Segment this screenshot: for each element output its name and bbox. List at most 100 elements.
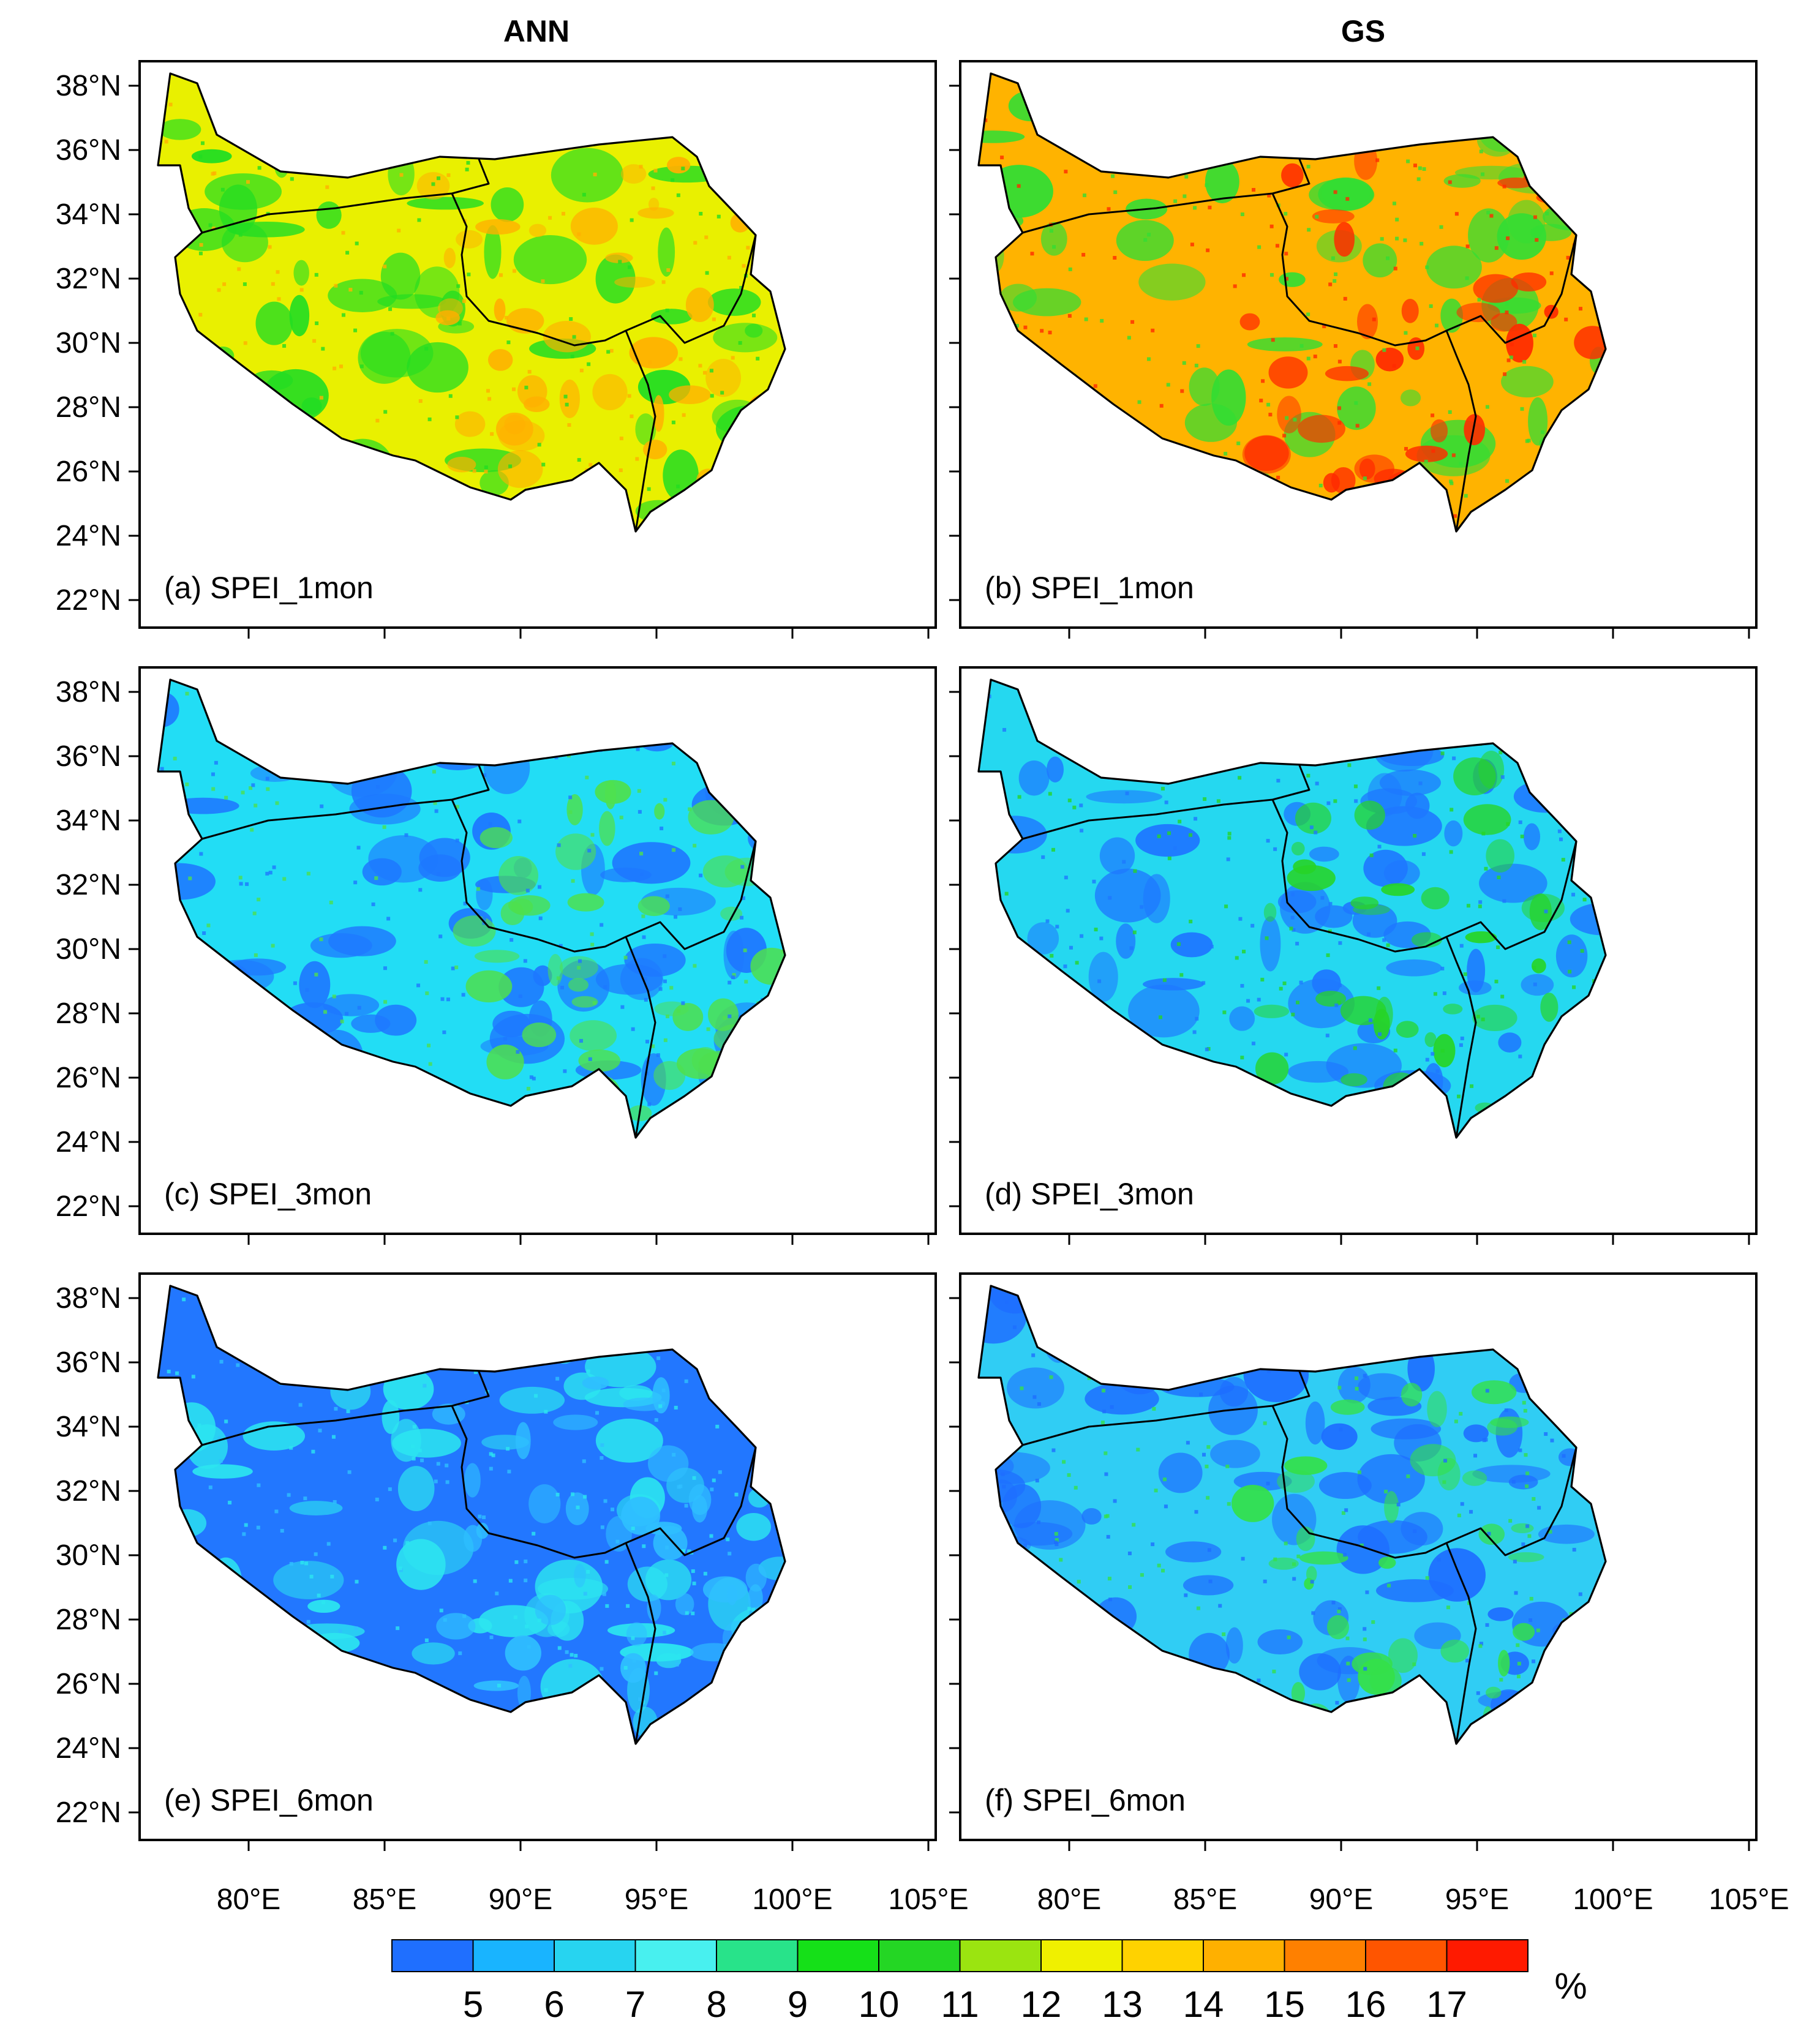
value-pixel [1359,1543,1364,1547]
value-pixel [1516,1643,1520,1647]
value-pixel [595,1411,600,1415]
value-pixel [557,1646,562,1650]
value-pixel [537,443,541,447]
map-panel-e: 38°N 36°N 34°N 32°N 30°N 28°N 26°N 24°N 22°N (e) … [56,1272,937,1851]
value-patch-high [568,978,589,992]
subregion-boundary [451,193,656,532]
value-pixel [353,880,358,885]
value-patch-high [1315,991,1347,1007]
value-pixel [1505,479,1510,483]
value-patch-high [487,348,513,371]
value-pixel [314,272,318,277]
lat-tick-label: 30°N [56,933,121,966]
value-pixel [1535,238,1539,242]
value-pixel [740,865,745,869]
value-pixel [1532,1659,1536,1664]
value-pixel [1446,1605,1450,1610]
value-patch-high [672,1003,704,1031]
value-pixel [577,966,581,970]
value-pixel [676,484,680,489]
value-pixel [1404,331,1408,335]
value-pixel [1354,799,1358,803]
value-pixel [1105,1514,1110,1518]
value-pixel [586,1570,590,1574]
plateau-outline [157,678,786,1139]
value-patch [1094,868,1161,923]
value-pixel [1257,245,1262,249]
value-pixel [526,400,530,404]
value-pixel [600,1443,604,1447]
value-pixel [1020,1386,1024,1391]
colorbar-swatch [391,1939,474,1972]
value-pixel [1125,791,1129,795]
value-pixel [1347,763,1352,767]
value-pixel [1582,898,1587,902]
value-patch-high [1473,274,1518,303]
colorbar-swatch [797,1939,879,1972]
value-patch [1358,1373,1408,1400]
value-pixel [661,280,666,284]
value-pixel [676,193,680,197]
value-pixel [1048,331,1052,335]
value-pixel [1334,272,1338,276]
value-pixel [1420,241,1424,246]
value-pixel [579,369,584,373]
value-pixel [473,1579,477,1583]
value-pixel [462,1614,467,1618]
value-patch [650,309,693,325]
value-pixel [1333,344,1337,348]
value-pixel [537,1618,541,1623]
value-pixel [334,283,338,288]
value-pixel [1235,956,1239,960]
value-pixel [451,966,455,970]
value-pixel [1113,1499,1117,1503]
value-patch [1321,178,1371,208]
value-pixel [523,959,527,963]
value-pixel [318,1428,322,1433]
value-pixel [1180,389,1184,393]
value-patch [1315,905,1353,928]
colorbar-swatch [1121,1939,1204,1972]
value-patch-high [578,1049,621,1072]
value-patch [1555,934,1588,978]
value-pixel [611,1507,615,1512]
value-patch [1260,916,1281,972]
value-pixel [1017,795,1021,799]
value-pixel [1433,992,1437,996]
value-pixel [1203,797,1207,802]
value-pixel [1363,1373,1367,1378]
value-pixel [484,465,488,470]
value-pixel [1460,1502,1464,1506]
value-pixel [439,1609,443,1613]
value-patch [1472,1465,1551,1483]
value-patch-high [464,1525,483,1552]
value-pixel [388,307,393,311]
value-pixel [685,1611,689,1615]
value-pixel [244,1523,248,1527]
value-pixel [604,1560,609,1564]
value-pixel [374,876,378,880]
value-pixel [1418,166,1422,170]
value-patch-high [1401,1383,1423,1407]
value-pixel [1449,850,1453,854]
value-pixel [1500,775,1505,779]
value-pixel [579,1038,583,1043]
value-patch-high [1239,313,1260,331]
value-pixel [238,876,243,880]
value-patch [1444,820,1463,847]
value-patch [1305,1401,1325,1445]
value-pixel [311,1449,315,1454]
value-pixel [1289,926,1293,931]
value-pixel [688,807,692,811]
subregion-boundary [201,1371,490,1446]
value-pixel [1216,799,1220,803]
value-patch-high [553,1414,598,1430]
value-pixel [1502,899,1506,903]
value-pixel [1465,1659,1470,1663]
value-pixel [1413,163,1417,168]
value-pixel [1023,1544,1027,1548]
value-pixel [1454,1419,1458,1424]
value-pixel [734,1492,739,1496]
value-patch-high [1440,1639,1470,1663]
value-pixel [1222,1010,1227,1015]
